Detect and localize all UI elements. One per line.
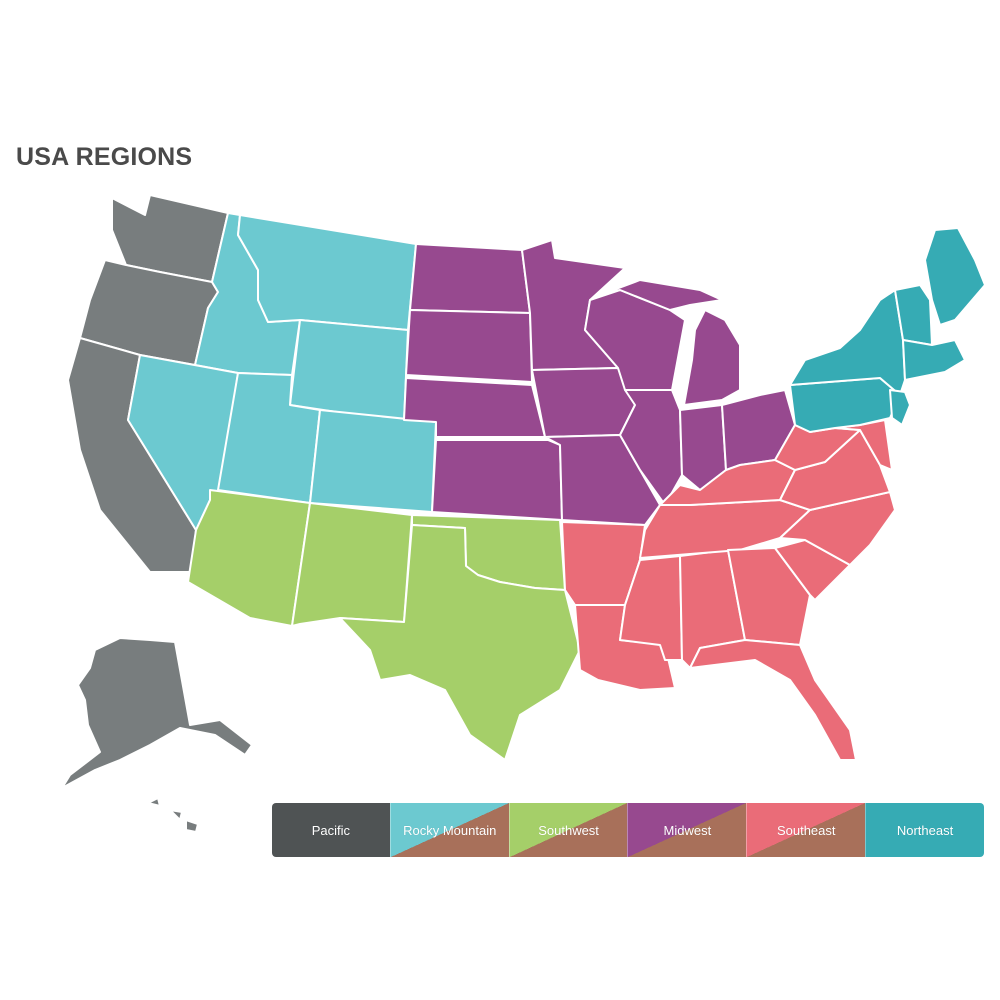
state-kansas[interactable] [431, 439, 563, 521]
legend-label: Pacific [311, 822, 351, 838]
state-nebraska[interactable] [403, 377, 546, 438]
state-arizona[interactable] [187, 489, 311, 627]
state-new-mexico[interactable] [291, 502, 413, 627]
legend-label: Midwest [663, 822, 712, 838]
legend-item-southeast[interactable]: Southeast [746, 803, 866, 857]
region-northeast[interactable] [789, 227, 986, 433]
state-wyoming[interactable] [289, 319, 409, 423]
legend-item-rocky-mountain[interactable]: Rocky Mountain [389, 803, 509, 857]
region-rocky-mountain[interactable] [127, 212, 437, 531]
state-vermont-nh[interactable] [894, 284, 933, 346]
legend-item-midwest[interactable]: Midwest [627, 803, 747, 857]
state-new-york[interactable] [789, 289, 906, 396]
legend-label: Southwest [538, 822, 599, 838]
state-iowa[interactable] [531, 367, 636, 438]
state-colorado[interactable] [309, 409, 437, 513]
region-legend: Pacific Rocky Mountain Southwest Midwest Sou… [272, 803, 984, 857]
state-florida[interactable] [689, 639, 857, 761]
state-georgia[interactable] [727, 547, 811, 646]
legend-item-northeast[interactable]: Northeast [865, 803, 984, 857]
page-title: USA REGIONS [16, 143, 193, 171]
legend-label: Northeast [896, 822, 954, 838]
state-south-dakota[interactable] [405, 309, 533, 383]
state-kentucky[interactable] [659, 459, 796, 506]
state-hawaii[interactable] [147, 797, 199, 833]
state-north-dakota[interactable] [409, 243, 531, 314]
legend-item-pacific[interactable]: Pacific [272, 803, 390, 857]
state-new-jersey[interactable] [889, 389, 911, 426]
region-southwest[interactable] [187, 489, 581, 761]
region-pacific[interactable] [61, 194, 253, 833]
state-maine[interactable] [924, 227, 986, 326]
state-texas[interactable] [339, 524, 581, 761]
legend-item-southwest[interactable]: Southwest [508, 803, 628, 857]
region-southeast[interactable] [561, 419, 896, 761]
region-midwest[interactable] [403, 239, 796, 526]
state-alaska[interactable] [61, 637, 253, 789]
legend-label: Rocky Mountain [403, 822, 497, 838]
legend-label: Southeast [776, 822, 836, 838]
state-montana[interactable] [237, 214, 417, 331]
state-michigan[interactable] [599, 279, 741, 406]
state-massachusetts-ct-ri[interactable] [902, 339, 966, 381]
